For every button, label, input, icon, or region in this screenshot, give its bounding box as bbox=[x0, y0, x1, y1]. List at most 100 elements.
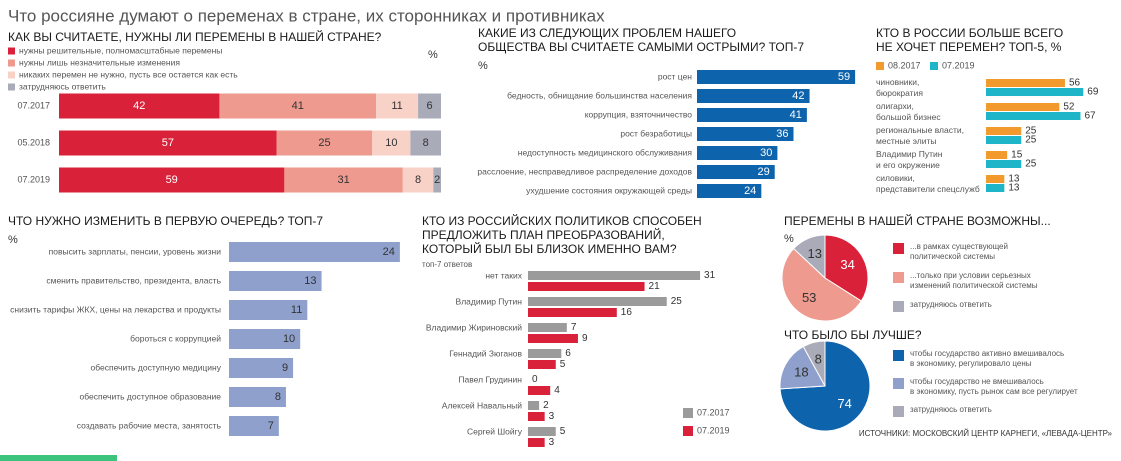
value-label: 34 bbox=[840, 257, 854, 272]
bar bbox=[528, 386, 551, 395]
legend-swatch bbox=[930, 62, 938, 70]
value-label: 52 bbox=[1063, 102, 1075, 113]
category-label: Геннадий Зюганов bbox=[449, 348, 522, 358]
bar bbox=[528, 401, 540, 410]
legend-label: никаких перемен не нужно, пусть все оста… bbox=[19, 69, 238, 79]
legend-swatch bbox=[683, 426, 693, 436]
bar bbox=[697, 184, 762, 198]
unit-label: % bbox=[784, 233, 794, 245]
category-label: Владимир Жириновский bbox=[426, 322, 522, 332]
value-label: 36 bbox=[776, 128, 788, 140]
bar-segment bbox=[276, 130, 373, 156]
bar bbox=[528, 427, 556, 436]
bar bbox=[229, 387, 286, 407]
value-label: 25 bbox=[671, 296, 683, 307]
value-label: 25 bbox=[1025, 135, 1037, 146]
value-label: 59 bbox=[838, 71, 850, 83]
category-label: 07.2019 bbox=[17, 174, 50, 184]
category-label: бороться с коррупцией bbox=[130, 333, 221, 343]
pie-slice bbox=[781, 247, 862, 322]
legend-label-line: ...только при условии серьезных bbox=[910, 271, 1031, 280]
value-label: 9 bbox=[582, 333, 588, 344]
value-label: 41 bbox=[292, 100, 304, 112]
bar-segment bbox=[433, 167, 441, 193]
bar bbox=[229, 300, 308, 320]
value-label: 31 bbox=[337, 174, 349, 186]
category-label: снизить тарифы ЖКХ, цены на лекарства и … bbox=[10, 304, 221, 314]
value-label: 25 bbox=[318, 137, 330, 149]
category-label: обеспечить доступную медицину bbox=[91, 362, 222, 372]
bar-segment bbox=[219, 93, 377, 119]
panel-title-line: ОБЩЕСТВА ВЫ СЧИТАЕТЕ САМЫМИ ОСТРЫМИ? ТОП… bbox=[478, 40, 804, 54]
category-label: рост цен bbox=[658, 71, 692, 81]
panel-title: КТО В РОССИИ БОЛЬШЕ ВСЕГО НЕ ХОЧЕТ ПЕРЕМЕ… bbox=[876, 26, 1063, 54]
bar bbox=[986, 127, 1022, 135]
category-label: рост безработицы bbox=[620, 128, 692, 138]
value-label: 0 bbox=[532, 374, 538, 385]
value-label: 2 bbox=[434, 174, 440, 186]
pie-slice bbox=[792, 234, 826, 280]
category-label: создавать рабочие места, занятость bbox=[77, 420, 222, 430]
bar bbox=[229, 416, 279, 436]
category-label: Алексей Навальный bbox=[442, 400, 522, 410]
value-label: 13 bbox=[1008, 174, 1020, 185]
bar-segment bbox=[410, 130, 441, 156]
bar bbox=[697, 146, 778, 160]
subtitle: топ-7 ответов bbox=[422, 260, 472, 269]
panel-title-line: КТО ИЗ РОССИЙСКИХ ПОЛИТИКОВ СПОСОБЕН bbox=[422, 213, 702, 228]
value-label: 67 bbox=[1084, 111, 1096, 122]
legend-label-line: затрудняюсь ответить bbox=[910, 300, 992, 309]
bar bbox=[697, 70, 856, 84]
legend-label-line: чтобы государство активно вмешивалось bbox=[910, 349, 1064, 358]
legend-swatch bbox=[876, 62, 884, 70]
value-label: 3 bbox=[549, 437, 555, 448]
value-label: 74 bbox=[837, 396, 851, 411]
value-label: 5 bbox=[560, 426, 566, 437]
value-label: 57 bbox=[162, 137, 174, 149]
category-label: ухудшение состояния окружающей среды bbox=[526, 185, 692, 195]
value-label: 16 bbox=[621, 307, 633, 318]
legend-label: ...только при условии серьезных изменений… bbox=[910, 271, 1038, 290]
bar-segment bbox=[376, 93, 419, 119]
legend-label: 07.2019 bbox=[942, 60, 975, 70]
legend-label: 07.2017 bbox=[697, 407, 730, 417]
category-label: Сергей Шойгу bbox=[467, 426, 523, 436]
category-label: коррупция, взяточничество bbox=[585, 109, 693, 119]
value-label: 21 bbox=[649, 281, 661, 292]
category-label: расслоение, несправедливое распределение… bbox=[477, 166, 692, 176]
bar bbox=[697, 165, 775, 179]
value-label: 8 bbox=[423, 137, 429, 149]
panel-title: КТО ИЗ РОССИЙСКИХ ПОЛИТИКОВ СПОСОБЕН ПРЕД… bbox=[422, 213, 702, 256]
bar bbox=[528, 334, 578, 343]
value-label: 6 bbox=[565, 348, 571, 359]
legend-label: чтобы государство не вмешивалось в эконом… bbox=[910, 377, 1078, 396]
bar bbox=[229, 271, 322, 291]
panel-title-line: НЕ ХОЧЕТ ПЕРЕМЕН? ТОП-5, % bbox=[876, 40, 1062, 54]
bar bbox=[697, 108, 807, 122]
legend-label-line: политической системы bbox=[910, 252, 995, 261]
legend-label-line: в экономику, пусть рынок сам все регулир… bbox=[910, 387, 1078, 396]
panel-title-line: ПЕРЕМЕНЫ В НАШЕЙ СТРАНЕ ВОЗМОЖНЫ... bbox=[784, 213, 1051, 228]
category-label: чиновники, бюрократия bbox=[876, 77, 923, 98]
value-label: 31 bbox=[704, 270, 716, 281]
bar bbox=[528, 438, 545, 447]
legend-swatch bbox=[893, 301, 904, 312]
brand-strip bbox=[0, 455, 117, 461]
bar bbox=[986, 160, 1022, 168]
page-title: Что россияне думают о переменах в стране… bbox=[8, 6, 605, 25]
unit-label: % bbox=[8, 234, 18, 246]
bar bbox=[528, 308, 617, 317]
legend-swatch bbox=[8, 71, 15, 79]
legend-swatch bbox=[893, 243, 904, 254]
value-label: 25 bbox=[1025, 159, 1037, 170]
value-label: 11 bbox=[291, 304, 302, 316]
value-label: 13 bbox=[1008, 183, 1020, 194]
category-label-line: олигархи, bbox=[876, 101, 914, 111]
value-label: 8 bbox=[815, 351, 822, 366]
legend-label: 07.2019 bbox=[697, 425, 730, 435]
legend-swatch bbox=[893, 378, 904, 389]
legend-label-line: чтобы государство не вмешивалось bbox=[910, 377, 1044, 386]
legend-swatch bbox=[683, 408, 693, 418]
category-label-line: чиновники, bbox=[876, 77, 919, 87]
